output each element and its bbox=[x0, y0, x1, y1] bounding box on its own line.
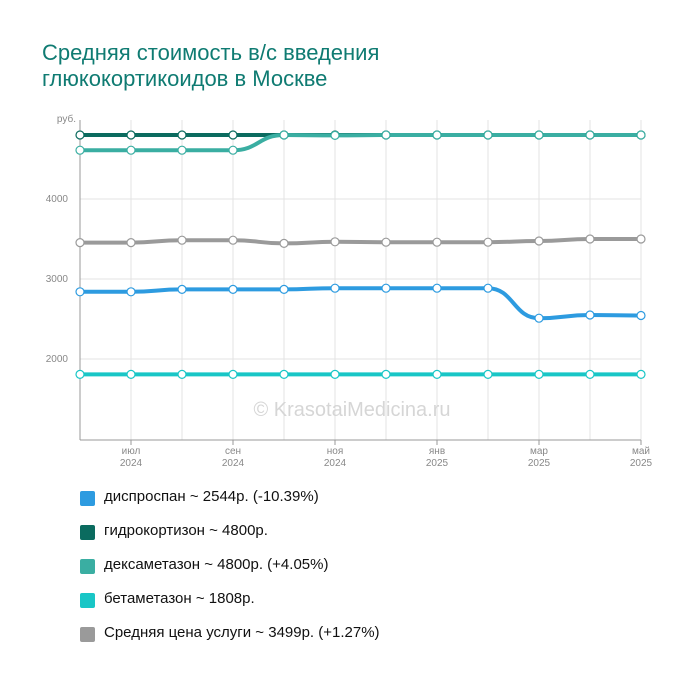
data-point bbox=[279, 130, 289, 140]
data-point bbox=[228, 369, 238, 379]
data-point bbox=[330, 130, 340, 140]
data-point bbox=[75, 130, 85, 140]
data-point bbox=[228, 235, 238, 245]
data-point bbox=[585, 310, 595, 320]
legend-label: дексаметазон ~ 4800р. (+4.05%) bbox=[104, 556, 329, 573]
x-tick-label-year: 2024 bbox=[222, 458, 245, 469]
legend-swatch bbox=[80, 491, 95, 506]
data-point bbox=[75, 369, 85, 379]
data-point bbox=[177, 369, 187, 379]
data-point bbox=[432, 369, 442, 379]
series-line bbox=[78, 286, 643, 321]
chart-title: Средняя стоимость в/с введения глюкокорт… bbox=[42, 40, 642, 92]
legend-label: Средняя цена услуги ~ 3499р. (+1.27%) bbox=[104, 624, 380, 641]
line-chart: 200030004000руб.июл2024сен2024ноя2024янв… bbox=[46, 113, 653, 469]
data-point bbox=[534, 313, 544, 323]
data-point bbox=[381, 130, 391, 140]
x-tick-label-year: 2024 bbox=[324, 458, 347, 469]
data-point bbox=[432, 283, 442, 293]
data-point bbox=[330, 237, 340, 247]
y-tick-label: 3000 bbox=[46, 274, 69, 285]
data-point bbox=[330, 283, 340, 293]
data-point bbox=[75, 145, 85, 155]
x-tick-label-year: 2024 bbox=[120, 458, 143, 469]
legend-label: бетаметазон ~ 1808р. bbox=[104, 590, 255, 607]
data-point bbox=[228, 145, 238, 155]
series-line bbox=[78, 237, 643, 246]
x-tick-label-month: май bbox=[632, 446, 650, 457]
data-point bbox=[534, 236, 544, 246]
data-point bbox=[126, 145, 136, 155]
data-point bbox=[585, 234, 595, 244]
data-point bbox=[636, 369, 646, 379]
data-point bbox=[636, 234, 646, 244]
y-tick-label: 2000 bbox=[46, 354, 69, 365]
data-point bbox=[177, 130, 187, 140]
data-point bbox=[585, 130, 595, 140]
x-tick-label-month: июл bbox=[122, 446, 141, 457]
data-point bbox=[75, 287, 85, 297]
y-axis-unit: руб. bbox=[57, 113, 76, 125]
data-point bbox=[483, 130, 493, 140]
data-point bbox=[381, 237, 391, 247]
x-tick-label-year: 2025 bbox=[528, 458, 551, 469]
data-point bbox=[279, 369, 289, 379]
data-point bbox=[534, 130, 544, 140]
x-tick-label-month: ноя bbox=[327, 446, 344, 457]
data-point bbox=[177, 145, 187, 155]
data-point bbox=[126, 238, 136, 248]
legend-swatch bbox=[80, 627, 95, 642]
legend-label: гидрокортизон ~ 4800р. bbox=[104, 522, 268, 539]
legend-swatch bbox=[80, 559, 95, 574]
legend-label: диспроспан ~ 2544р. (-10.39%) bbox=[104, 488, 319, 505]
x-tick-label-month: янв bbox=[429, 446, 445, 457]
data-point bbox=[126, 130, 136, 140]
data-point bbox=[177, 284, 187, 294]
x-tick-label-month: сен bbox=[225, 446, 241, 457]
legend-swatch bbox=[80, 525, 95, 540]
legend-swatch bbox=[80, 593, 95, 608]
chart-title-line-2: глюкокортикоидов в Москве bbox=[42, 66, 328, 91]
data-point bbox=[585, 369, 595, 379]
data-point bbox=[483, 369, 493, 379]
data-point bbox=[279, 238, 289, 248]
x-tick-label-month: мар bbox=[530, 446, 548, 457]
data-point bbox=[228, 284, 238, 294]
data-point bbox=[636, 310, 646, 321]
data-point bbox=[126, 287, 136, 297]
data-point bbox=[279, 284, 289, 294]
data-point bbox=[75, 238, 85, 248]
x-tick-label-year: 2025 bbox=[426, 458, 449, 469]
data-point bbox=[636, 130, 646, 140]
data-point bbox=[534, 369, 544, 379]
data-point bbox=[126, 369, 136, 379]
data-point bbox=[330, 369, 340, 379]
data-point bbox=[381, 283, 391, 293]
y-tick-label: 4000 bbox=[46, 194, 69, 205]
data-point bbox=[483, 237, 493, 247]
chart-title-line-1: Средняя стоимость в/с введения bbox=[42, 40, 380, 65]
series-line bbox=[78, 133, 643, 153]
data-point bbox=[432, 130, 442, 140]
data-point bbox=[228, 130, 238, 140]
watermark: © KrasotaiMedicina.ru bbox=[253, 399, 450, 421]
data-point bbox=[432, 237, 442, 247]
data-point bbox=[177, 235, 187, 245]
data-point bbox=[483, 283, 493, 293]
data-point bbox=[381, 369, 391, 379]
x-tick-label-year: 2025 bbox=[630, 458, 653, 469]
